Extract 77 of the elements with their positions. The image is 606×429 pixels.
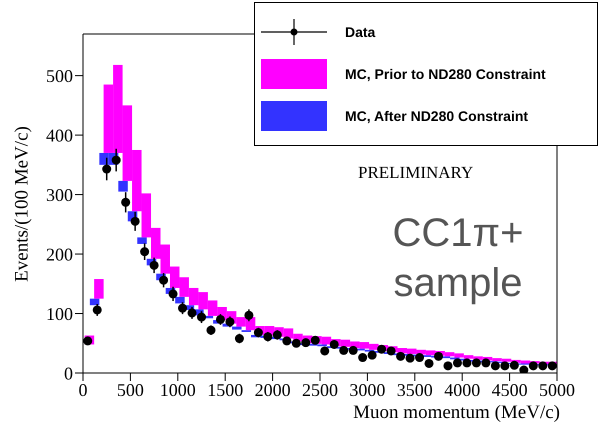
point: [519, 366, 528, 373]
point: [500, 361, 510, 370]
point: [358, 353, 368, 362]
point: [330, 340, 339, 349]
annotation: PRELIMINARY: [358, 163, 474, 183]
bar: [175, 296, 185, 304]
point: [443, 361, 452, 370]
point: [528, 361, 538, 370]
bar: [118, 180, 128, 192]
y-tick-label: 0: [64, 363, 73, 384]
point: [472, 358, 481, 368]
point: [434, 352, 444, 361]
point: [510, 360, 519, 370]
x-tick-label: 1000: [160, 380, 196, 400]
point: [102, 164, 112, 174]
point: [112, 156, 121, 165]
y-tick-label: 300: [46, 184, 73, 205]
x-tick-label: 3500: [396, 380, 433, 400]
point: [415, 353, 424, 362]
bar: [94, 279, 104, 299]
point: [406, 354, 415, 363]
point: [272, 330, 282, 340]
legend-label: MC, Prior to ND280 Constraint: [345, 66, 546, 82]
y-tick-label: 200: [46, 244, 73, 264]
point: [140, 247, 150, 256]
x-tick-label: 2000: [254, 380, 291, 400]
point: [188, 308, 197, 318]
point: [368, 350, 377, 360]
legend-label: Data: [345, 24, 376, 40]
x-tick-label: 0: [78, 380, 88, 400]
point: [548, 361, 557, 370]
point: [178, 304, 188, 313]
point: [263, 332, 272, 342]
annotation: CC1π+ sample: [392, 210, 524, 307]
x-axis-title: Muon momentum (MeV/c): [353, 402, 560, 424]
point: [490, 361, 500, 370]
point: [216, 314, 225, 324]
point: [254, 328, 263, 338]
point: [301, 338, 310, 348]
x-tick-label: 5000: [539, 380, 575, 400]
x-tick-label: 4000: [444, 380, 480, 400]
x-tick-label: 1500: [207, 380, 244, 400]
point: [206, 326, 216, 335]
point: [92, 305, 102, 314]
point: [396, 352, 406, 361]
point: [130, 216, 140, 226]
bar: [137, 237, 147, 244]
y-tick-label: 500: [46, 66, 73, 86]
point: [121, 198, 130, 207]
point: [424, 358, 434, 368]
y-tick-label: 400: [46, 125, 73, 146]
point: [292, 338, 301, 348]
point: [320, 346, 330, 356]
point: [452, 358, 462, 368]
point: [348, 346, 358, 355]
bar: [90, 298, 100, 306]
y-tick-label: 100: [46, 304, 73, 324]
point: [386, 346, 396, 356]
x-tick-label: 3000: [349, 380, 386, 400]
point: [481, 358, 490, 368]
point: [339, 346, 348, 355]
point: [538, 361, 548, 370]
bar: [232, 326, 242, 330]
x-tick-label: 500: [116, 380, 144, 400]
point: [150, 260, 159, 270]
y-axis-title: Events/(100 MeV/c): [11, 126, 32, 282]
point: [244, 310, 254, 320]
x-tick-label: 4500: [492, 380, 528, 400]
point: [377, 344, 386, 354]
point: [282, 336, 292, 346]
point: [196, 312, 206, 322]
legend-label: MC, After ND280 Constraint: [345, 108, 528, 124]
point: [462, 358, 472, 368]
point: [159, 276, 168, 285]
point: [168, 289, 178, 298]
point: [234, 334, 244, 344]
x-tick-label: 2500: [302, 380, 338, 400]
